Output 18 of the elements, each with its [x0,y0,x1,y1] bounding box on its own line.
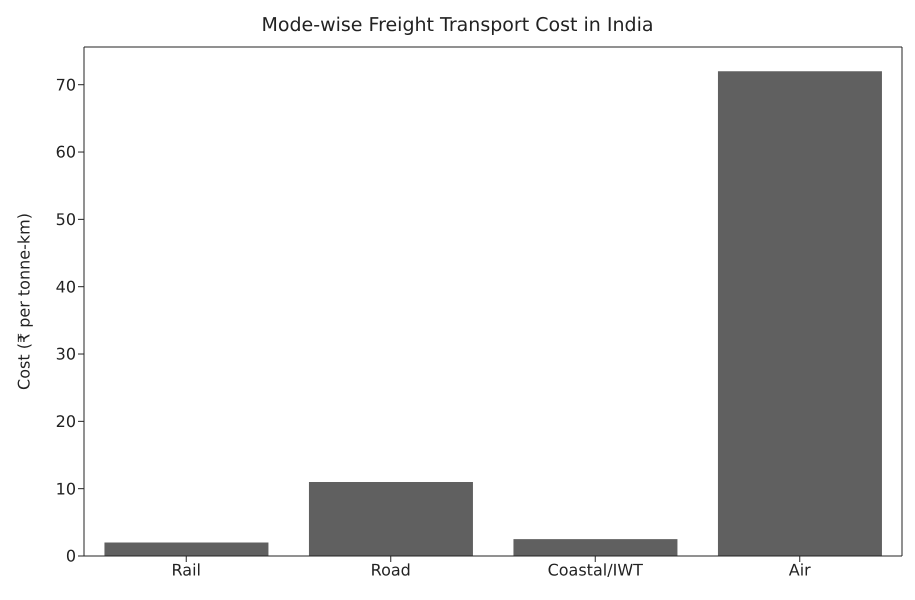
y-tick-label: 20 [56,412,76,432]
chart-title: Mode-wise Freight Transport Cost in India [260,13,655,38]
bar [513,539,678,556]
bar [718,71,882,556]
bar [104,542,268,556]
x-tick-label: Rail [172,560,201,580]
x-tick-label: Air [788,560,812,580]
x-tick-label: Coastal/IWT [548,560,644,580]
y-tick-label: 0 [66,546,76,566]
y-axis-title: Cost (₹ per tonne-km) [14,213,34,390]
y-tick-label: 50 [56,210,76,230]
bar [308,482,473,556]
y-tick-label: 40 [56,277,76,296]
y-tick-label: 30 [56,344,76,364]
y-tick-label: 60 [56,142,76,162]
y-tick-label: 10 [56,479,76,498]
y-tick-label: 70 [56,75,76,94]
x-tick-label: Road [370,560,411,580]
